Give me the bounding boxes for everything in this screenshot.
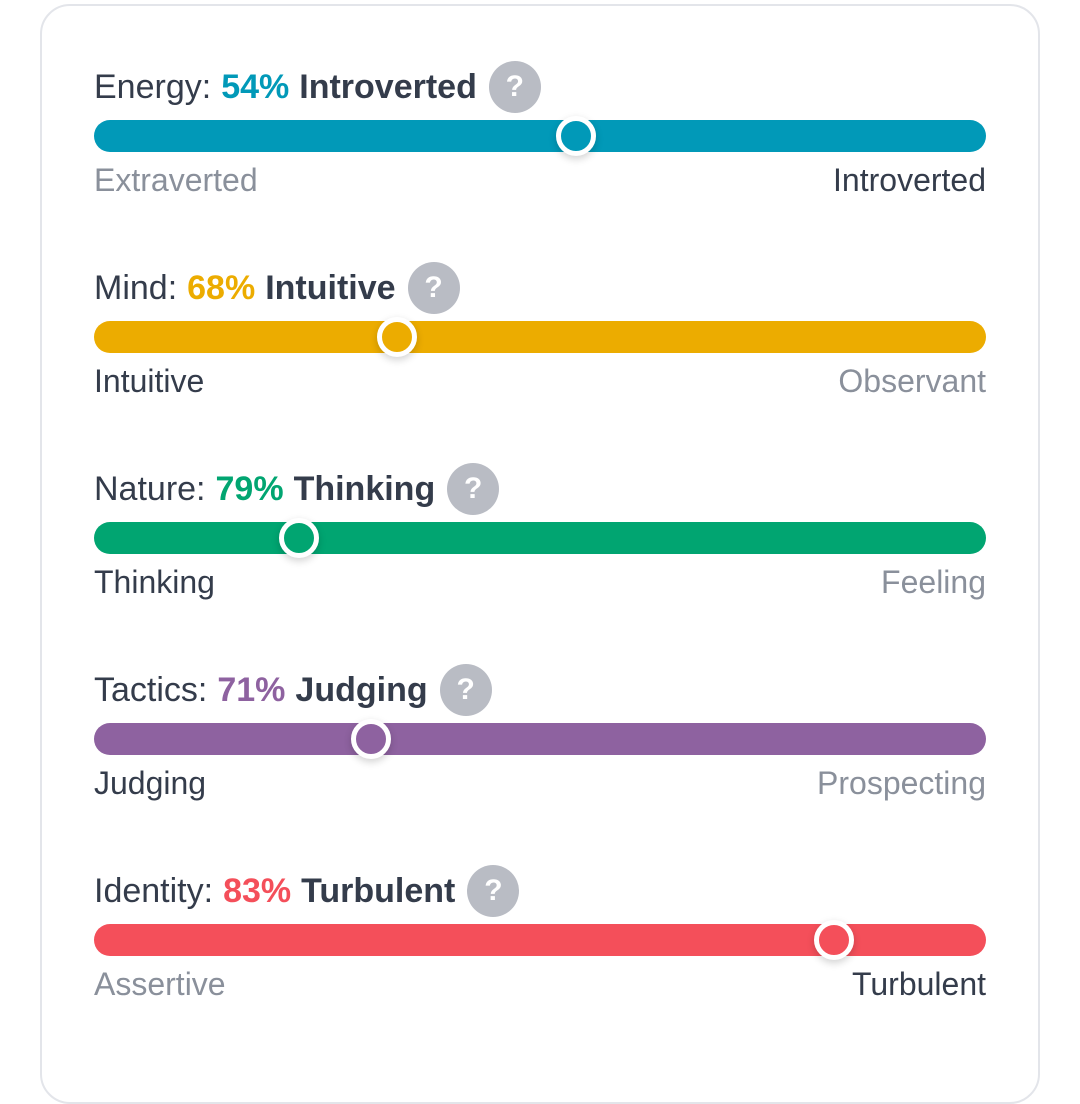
question-mark-icon[interactable]: ? <box>407 262 460 314</box>
trait-name: Tactics: <box>94 670 208 709</box>
trait-mind: Mind: 68% Intuitive ? Intuitive Observan… <box>94 258 986 418</box>
trait-percent: 79% <box>215 469 284 508</box>
trait-right-pole: Observant <box>838 363 986 399</box>
trait-right-pole: Turbulent <box>852 966 986 1002</box>
trait-tactics: Tactics: 71% Judging ? Judging Prospecti… <box>94 660 986 820</box>
trait-right-pole: Feeling <box>881 564 986 600</box>
trait-header: Energy: 54% Introverted ? <box>94 57 541 117</box>
trait-slider-knob[interactable] <box>814 920 855 960</box>
trait-slider-track <box>94 518 986 558</box>
trait-header: Identity: 83% Turbulent ? <box>94 861 520 921</box>
trait-header: Mind: 68% Intuitive ? <box>94 258 460 318</box>
trait-energy: Energy: 54% Introverted ? Extraverted In… <box>94 57 986 217</box>
question-mark-icon[interactable]: ? <box>439 664 492 716</box>
trait-percent: 71% <box>217 670 286 709</box>
trait-name: Energy: <box>94 67 212 106</box>
trait-result: Introverted <box>299 67 477 106</box>
trait-result: Judging <box>295 670 428 709</box>
trait-result: Turbulent <box>301 871 456 910</box>
trait-left-pole: Assertive <box>94 966 226 1002</box>
trait-result: Thinking <box>293 469 436 508</box>
trait-header: Nature: 79% Thinking ? <box>94 459 500 519</box>
trait-nature: Nature: 79% Thinking ? Thinking Feeling <box>94 459 986 619</box>
trait-header: Tactics: 71% Judging ? <box>94 660 492 720</box>
trait-slider-track <box>94 719 986 759</box>
trait-slider-knob[interactable] <box>350 719 391 759</box>
trait-left-pole: Thinking <box>94 564 215 600</box>
question-mark-icon[interactable]: ? <box>467 865 520 917</box>
trait-name: Nature: <box>94 469 206 508</box>
trait-left-pole: Extraverted <box>94 162 258 198</box>
trait-name: Mind: <box>94 268 178 307</box>
trait-result: Intuitive <box>265 268 396 307</box>
trait-slider-knob[interactable] <box>279 518 320 558</box>
question-mark-icon[interactable]: ? <box>447 463 500 515</box>
personality-traits-card <box>40 4 1040 1104</box>
trait-right-pole: Introverted <box>833 162 986 198</box>
trait-percent: 68% <box>187 268 256 307</box>
trait-left-pole: Intuitive <box>94 363 205 399</box>
trait-percent: 83% <box>223 871 292 910</box>
question-mark-icon[interactable]: ? <box>488 61 541 113</box>
trait-slider-track <box>94 317 986 357</box>
trait-slider-track <box>94 116 986 156</box>
trait-left-pole: Judging <box>94 765 207 801</box>
trait-name: Identity: <box>94 871 214 910</box>
trait-identity: Identity: 83% Turbulent ? Assertive Turb… <box>94 861 986 1021</box>
trait-slider-knob[interactable] <box>555 116 596 156</box>
trait-right-pole: Prospecting <box>817 765 986 801</box>
trait-percent: 54% <box>221 67 290 106</box>
trait-slider-knob[interactable] <box>377 317 418 357</box>
trait-slider-track <box>94 920 986 960</box>
